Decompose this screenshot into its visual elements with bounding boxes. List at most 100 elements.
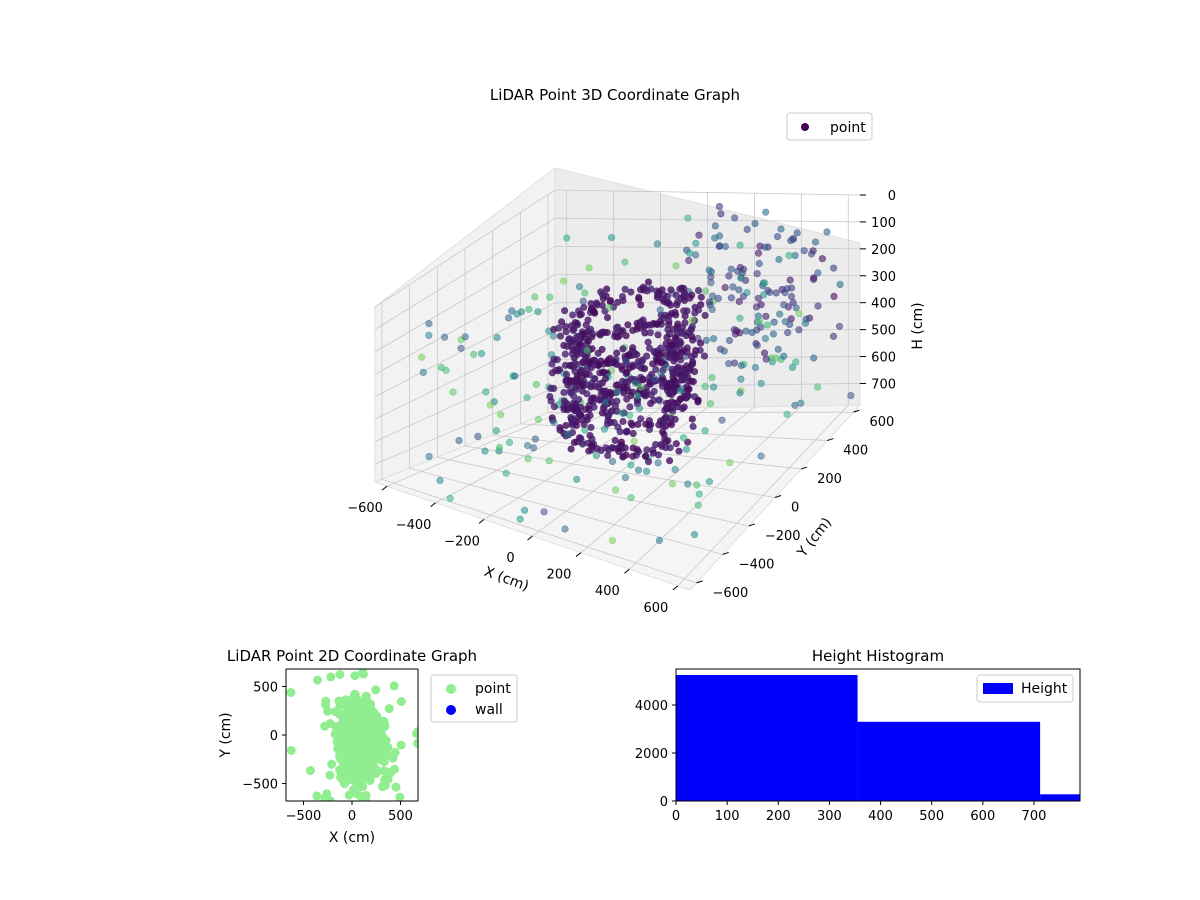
point-3d xyxy=(658,295,666,303)
point-3d xyxy=(681,290,689,299)
point-3d xyxy=(441,333,449,341)
point-3d xyxy=(769,330,778,338)
point-3d xyxy=(670,357,678,365)
point-3d xyxy=(786,276,794,284)
point-3d xyxy=(644,278,653,286)
point-2d xyxy=(365,743,375,753)
point-3d xyxy=(807,250,816,258)
point-3d xyxy=(571,359,579,367)
point-3d xyxy=(550,403,558,411)
point-2d xyxy=(358,669,368,677)
point-3d xyxy=(606,388,614,396)
point-3d xyxy=(757,379,765,388)
point-3d xyxy=(669,369,678,377)
point-2d xyxy=(286,746,296,755)
point-3d xyxy=(576,382,585,390)
x-tick-label-3d: 600 xyxy=(643,601,668,616)
point-3d xyxy=(581,353,589,361)
point-3d xyxy=(795,310,803,318)
point-3d xyxy=(737,361,746,370)
point-3d xyxy=(630,437,638,445)
y-tick-mark-3d xyxy=(696,580,703,584)
point-3d xyxy=(576,311,584,319)
point-3d xyxy=(718,416,726,424)
point-3d xyxy=(583,413,591,421)
point-3d xyxy=(753,270,761,278)
point-3d xyxy=(668,341,676,349)
point-3d xyxy=(739,292,748,300)
point-2d xyxy=(356,726,366,736)
point-3d xyxy=(583,346,591,355)
point-3d xyxy=(655,536,664,545)
point-3d xyxy=(502,469,510,477)
point-3d xyxy=(611,436,619,445)
point-3d xyxy=(576,403,585,411)
grid-back-h xyxy=(554,246,861,250)
point-3d xyxy=(818,255,827,263)
point-3d xyxy=(623,395,631,403)
z-tick-label-3d: 100 xyxy=(871,216,896,231)
point-3d xyxy=(725,272,733,280)
point-3d xyxy=(531,293,539,301)
hist-bar xyxy=(857,721,1041,801)
point-3d xyxy=(792,304,800,312)
point-3d xyxy=(457,344,465,352)
point-3d xyxy=(694,396,702,404)
point-3d xyxy=(449,388,457,396)
point-3d xyxy=(681,319,689,327)
point-3d xyxy=(791,251,799,260)
z-axis-label-3d: H (cm) xyxy=(910,302,926,349)
point-3d xyxy=(565,336,573,344)
y-tick-label-3d: −600 xyxy=(713,586,749,601)
point-3d xyxy=(523,394,531,402)
point-3d xyxy=(619,453,627,461)
point-2d xyxy=(389,681,399,691)
point-2d xyxy=(370,730,380,740)
point-3d xyxy=(780,352,788,360)
chart-2d-title: LiDAR Point 2D Coordinate Graph xyxy=(227,647,477,665)
point-2d xyxy=(380,736,390,746)
point-3d xyxy=(517,308,526,316)
point-3d xyxy=(635,404,644,412)
point-3d xyxy=(700,352,709,360)
point-3d xyxy=(611,402,620,410)
point-3d xyxy=(690,530,699,539)
point-3d xyxy=(575,283,584,291)
point-3d xyxy=(520,506,529,514)
point-3d xyxy=(615,332,624,340)
point-3d xyxy=(673,403,682,411)
point-3d xyxy=(582,321,590,329)
point-3d xyxy=(716,345,725,353)
chart-hist-title: Height Histogram xyxy=(812,647,944,665)
point-3d xyxy=(692,239,700,247)
point-3d xyxy=(708,373,716,382)
point-3d xyxy=(525,305,533,313)
point-3d xyxy=(627,494,635,502)
point-3d xyxy=(757,452,765,460)
point-2d xyxy=(305,766,315,776)
point-2d xyxy=(323,706,333,716)
z-tick-label-3d: 200 xyxy=(871,243,896,258)
point-3d xyxy=(701,311,709,320)
x-tick-label-2d: 0 xyxy=(348,809,356,824)
x-tick-label-hist: 0 xyxy=(672,809,680,824)
grid-floor-x xyxy=(580,406,755,553)
point-3d xyxy=(694,501,702,509)
point-3d xyxy=(588,379,596,388)
point-2d xyxy=(380,780,390,790)
point-3d xyxy=(563,234,571,242)
z-tick-label-3d: 400 xyxy=(871,297,896,312)
point-3d xyxy=(756,242,764,250)
point-3d xyxy=(654,459,662,467)
point-3d xyxy=(613,349,621,357)
point-3d xyxy=(419,368,427,377)
point-3d xyxy=(568,311,577,319)
point-3d xyxy=(595,396,604,404)
y-tick-mark-3d xyxy=(800,466,808,470)
point-3d xyxy=(800,247,808,255)
point-3d xyxy=(633,445,641,454)
point-3d xyxy=(629,452,637,460)
point-3d xyxy=(636,383,645,391)
point-2d xyxy=(337,735,347,745)
point-3d xyxy=(587,396,595,404)
